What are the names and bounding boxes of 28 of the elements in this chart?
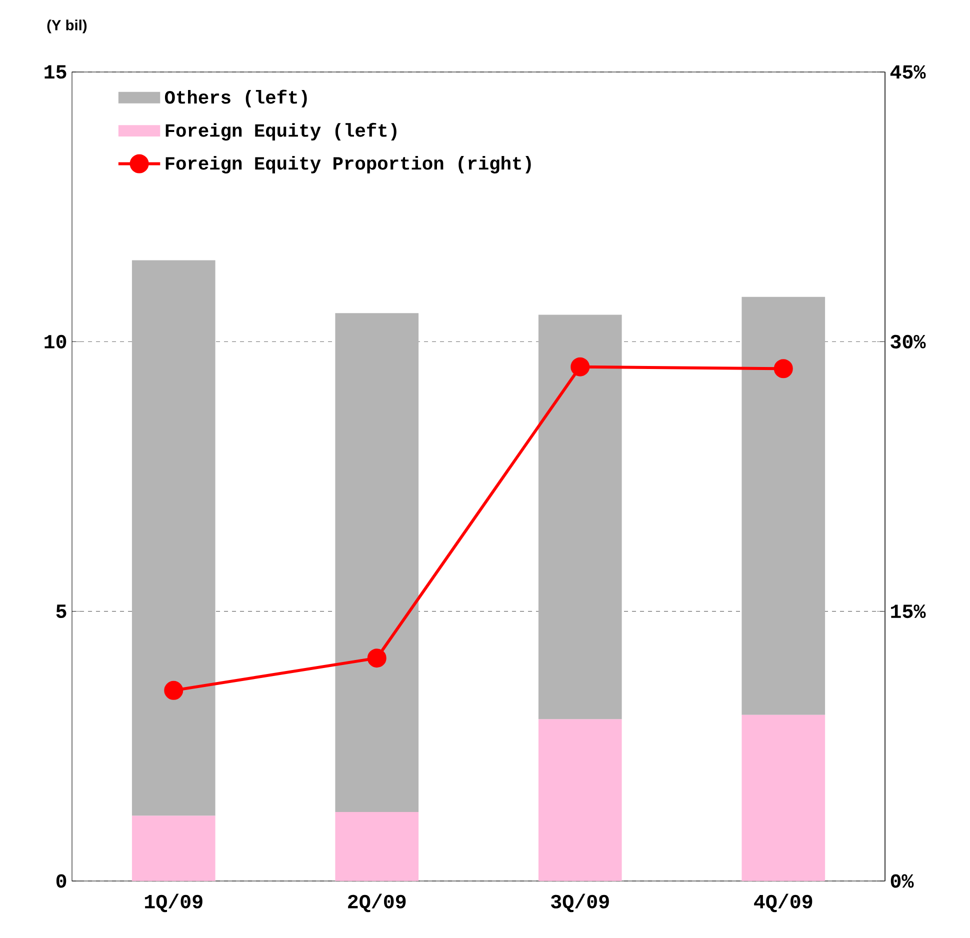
x-tick-label: 2Q/09 [348, 894, 406, 912]
bar [132, 816, 216, 881]
x-tick-label: 4Q/09 [754, 894, 812, 912]
point [570, 357, 590, 376]
y2-tick-label: 15% [891, 604, 926, 618]
legend-label: Others (left) [164, 90, 307, 108]
x-tick-label: 1Q/09 [144, 894, 202, 912]
point [774, 359, 793, 378]
x-tick-label: 3Q/09 [551, 894, 609, 912]
y2-tick-label: 45% [890, 65, 926, 79]
point [164, 680, 184, 700]
bar [538, 719, 622, 881]
bar [335, 313, 419, 812]
bar [742, 296, 826, 715]
y2-tick-label: 30% [890, 334, 926, 348]
y-tick-label: 15 [44, 65, 66, 79]
bar [742, 714, 826, 881]
legend-label: Foreign Equity (left) [166, 122, 396, 141]
bar [132, 260, 216, 816]
y2-tick-label: 0% [890, 874, 914, 888]
bar [335, 812, 419, 881]
bar [538, 314, 622, 720]
y-tick-label: 5 [56, 604, 66, 618]
y-tick-label: 0 [56, 874, 66, 888]
y-axis-title: (Y bil) [47, 20, 87, 34]
y-tick-label: 10 [44, 334, 66, 348]
point [367, 648, 386, 668]
legend-label: Foreign Equity Proportion (right) [166, 156, 531, 174]
